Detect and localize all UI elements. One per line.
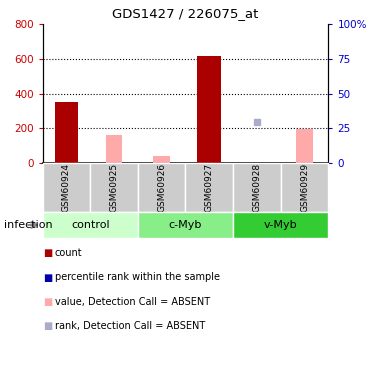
Text: GSM60927: GSM60927	[205, 163, 214, 212]
Text: value, Detection Call = ABSENT: value, Detection Call = ABSENT	[55, 297, 210, 307]
Bar	[106, 135, 122, 163]
Bar	[43, 212, 138, 238]
Bar	[233, 163, 281, 212]
Bar	[186, 163, 233, 212]
Text: ■: ■	[43, 273, 52, 282]
Text: infection: infection	[4, 220, 52, 230]
Text: GSM60928: GSM60928	[252, 163, 262, 212]
Text: GSM60929: GSM60929	[300, 163, 309, 212]
Bar	[43, 163, 90, 212]
Title: GDS1427 / 226075_at: GDS1427 / 226075_at	[112, 8, 259, 20]
Bar	[138, 212, 233, 238]
Text: c-Myb: c-Myb	[169, 220, 202, 230]
Text: rank, Detection Call = ABSENT: rank, Detection Call = ABSENT	[55, 321, 205, 331]
Bar	[233, 212, 328, 238]
Bar	[138, 163, 186, 212]
Text: control: control	[71, 220, 109, 230]
Bar	[153, 156, 170, 163]
Text: v-Myb: v-Myb	[264, 220, 298, 230]
Text: ■: ■	[43, 248, 52, 258]
Bar	[55, 102, 78, 163]
Text: GSM60924: GSM60924	[62, 163, 71, 212]
Bar	[90, 163, 138, 212]
Text: ■: ■	[43, 321, 52, 331]
Text: GSM60926: GSM60926	[157, 163, 166, 212]
Text: GSM60925: GSM60925	[109, 163, 119, 212]
Bar	[197, 56, 221, 163]
Text: count: count	[55, 248, 82, 258]
Bar	[281, 163, 328, 212]
Text: ■: ■	[43, 297, 52, 307]
Bar	[296, 129, 313, 163]
Text: percentile rank within the sample: percentile rank within the sample	[55, 273, 220, 282]
